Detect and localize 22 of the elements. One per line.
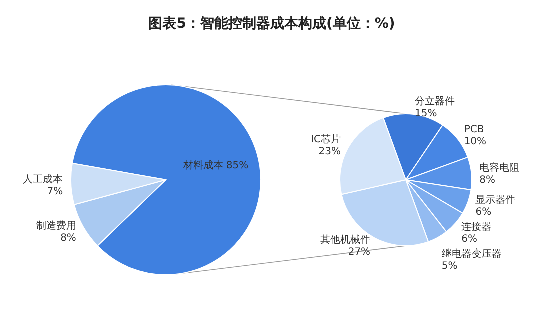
data-label: 6%: [462, 234, 478, 245]
slice-label: 制造费用: [36, 220, 76, 232]
slice-label: 继电器变压器: [442, 248, 502, 260]
data-label: 6%: [476, 206, 492, 218]
data-label: 7%: [47, 186, 64, 198]
slice-label: 分立器件: [415, 96, 456, 108]
slice-label: 连接器: [462, 220, 492, 233]
chart-title: 图表5：智能控制器成本构成(单位：%): [148, 16, 396, 32]
slice-label: 人工成本: [23, 174, 64, 186]
data-label: 15%: [415, 108, 438, 120]
data-label: 5%: [442, 260, 458, 272]
slice-label: 材料成本 85%: [182, 160, 249, 172]
slice-label: 显示器件: [476, 194, 516, 206]
data-label: 27%: [348, 246, 371, 258]
slice-label: 电容电阻: [480, 162, 520, 174]
slice-label: 其他机械件: [320, 234, 371, 246]
data-label: 23%: [318, 146, 342, 158]
data-label: 10%: [464, 136, 487, 148]
slice-label: PCB: [464, 124, 484, 136]
data-label: 8%: [480, 174, 496, 186]
slice-label: IC芯片: [311, 134, 342, 146]
data-label: 8%: [60, 232, 76, 244]
